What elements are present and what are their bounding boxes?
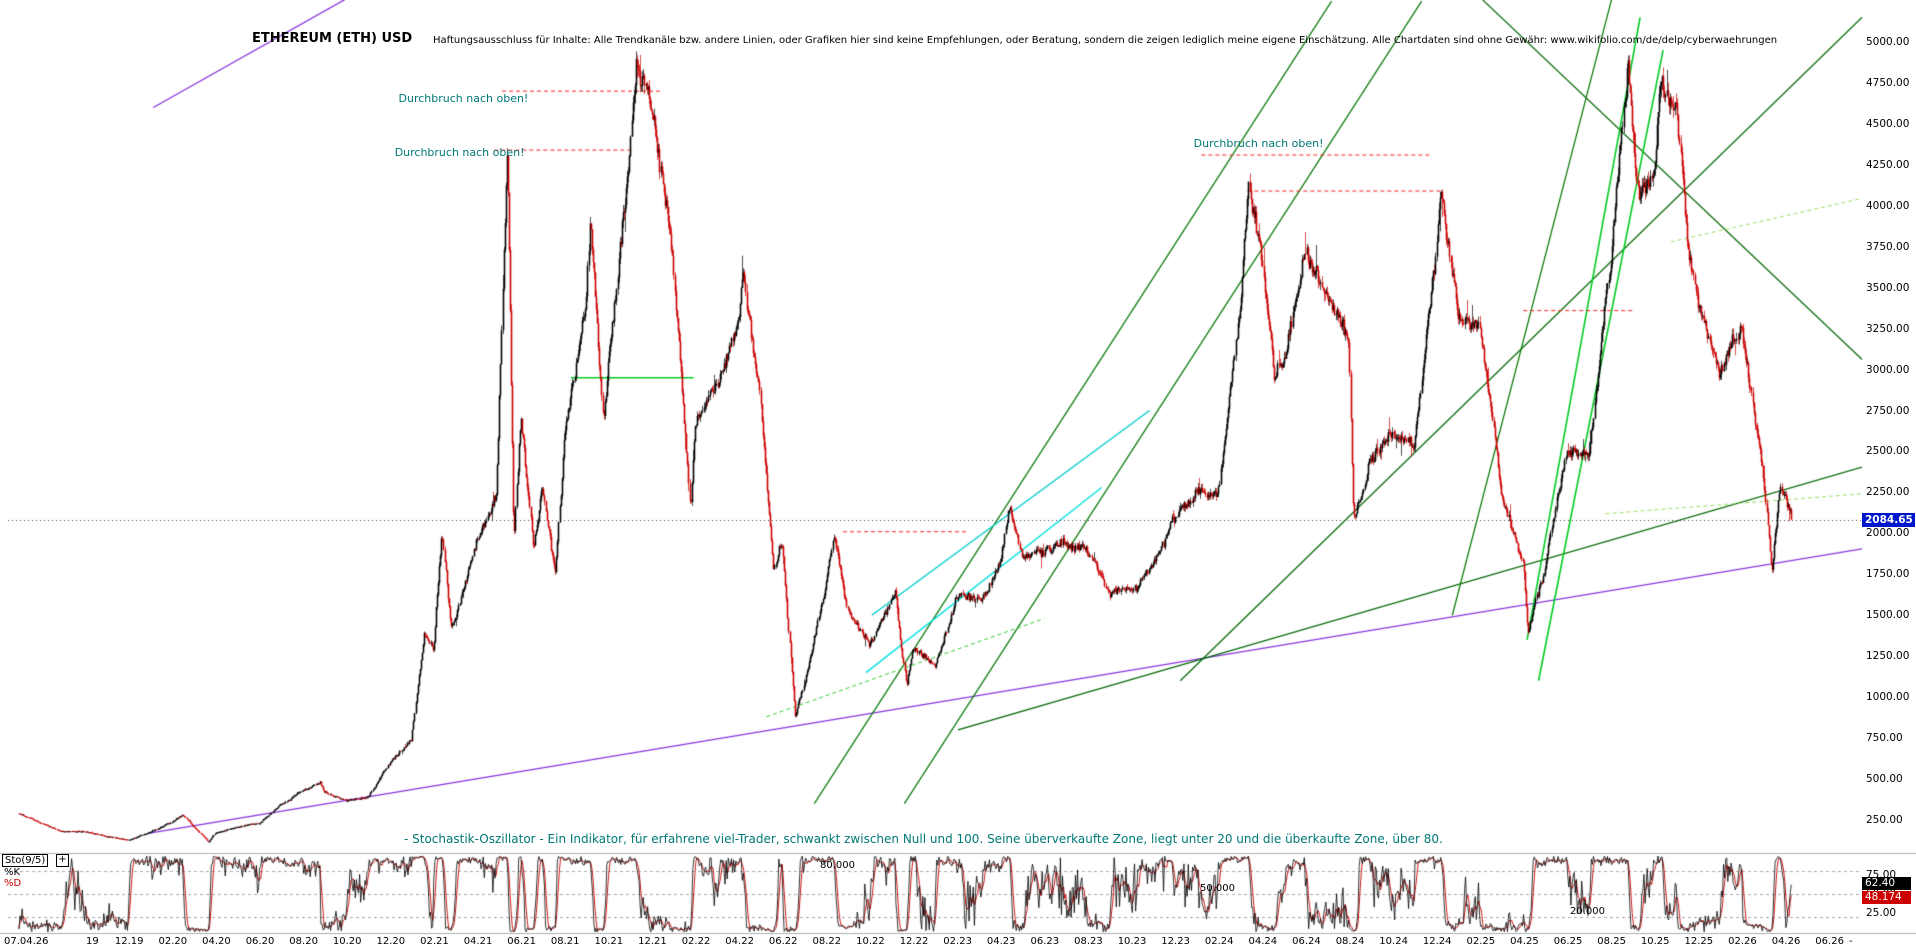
- time-axis-label: 04.22: [725, 936, 754, 947]
- stochastic-axis-label: 25.00: [1866, 907, 1897, 919]
- price-axis-label: 4000.00: [1866, 199, 1910, 212]
- price-axis-label: 2500.00: [1866, 445, 1910, 458]
- time-axis-label: 10.20: [332, 936, 362, 947]
- stochastic-indicator-label[interactable]: Sto(9/5): [2, 854, 49, 867]
- chart-title: ETHEREUM (ETH) USD: [252, 31, 413, 46]
- time-axis-label: 02.24: [1204, 936, 1234, 947]
- stochastic-d-value: 48.174: [1862, 891, 1911, 904]
- time-axis-label: 12.22: [899, 936, 929, 947]
- price-axis-label: 750.00: [1866, 732, 1903, 745]
- time-axis-label: 12.23: [1161, 936, 1190, 947]
- time-axis-label: 02.25: [1466, 936, 1496, 947]
- stochastic-zone-label: 80.000: [820, 860, 855, 872]
- time-axis-label: 04.24: [1248, 936, 1278, 947]
- time-axis-label: 12.25: [1684, 936, 1714, 947]
- price-axis-label: 2250.00: [1866, 486, 1910, 499]
- price-axis-label: 2750.00: [1866, 404, 1910, 417]
- time-axis-label: 10.24: [1379, 936, 1408, 947]
- time-axis-label: 08.24: [1335, 936, 1365, 947]
- time-axis-label: 04.23: [986, 936, 1016, 947]
- price-axis-label: 1500.00: [1866, 609, 1910, 622]
- price-axis-label: 250.00: [1866, 814, 1903, 826]
- price-axis-label: 3250.00: [1866, 322, 1910, 335]
- stochastic-d-label: %D: [4, 878, 22, 889]
- time-axis-label: 08.23: [1074, 936, 1103, 947]
- time-axis-label: 02.20: [158, 936, 188, 947]
- time-axis-label: 04.25: [1510, 936, 1539, 947]
- time-axis-label: 02.21: [420, 936, 449, 947]
- time-axis-label: 10.23: [1117, 936, 1147, 947]
- time-axis-label: 06.23: [1030, 936, 1060, 947]
- stochastic-settings-plus-icon[interactable]: +: [56, 854, 69, 867]
- breakout-annotation: Durchbruch nach oben!: [398, 92, 529, 106]
- time-axis-label: 08.22: [812, 936, 842, 947]
- time-axis-label: 06.26: [1815, 936, 1844, 947]
- stochastic-k-label: %K: [4, 867, 21, 878]
- stochastic-zone-label: 50.000: [1200, 883, 1235, 894]
- disclaimer-text: Haftungsausschluss für Inhalte: Alle Tre…: [433, 35, 1778, 46]
- stochastic-k-value: 62.40: [1862, 877, 1911, 890]
- time-axis-end-label: -: [1849, 936, 1853, 947]
- time-axis-label: 06.20: [245, 936, 275, 947]
- time-axis-label: 08.20: [289, 936, 318, 947]
- time-axis-label: 10.25: [1640, 936, 1670, 947]
- price-axis-label: 4750.00: [1866, 76, 1910, 89]
- current-price-label: 2084.65: [1862, 512, 1915, 527]
- stochastic-zone-label: 20.000: [1570, 905, 1605, 917]
- time-axis-label: 06.22: [768, 936, 798, 947]
- time-axis-label: 12.20: [376, 936, 406, 947]
- time-axis-label: 04.20: [202, 936, 231, 947]
- time-axis-label: 08.21: [550, 936, 580, 947]
- time-axis-label: 02.26: [1728, 936, 1757, 947]
- stochastic-description: - Stochastik-Oszillator - Ein Indikator,…: [404, 832, 1443, 846]
- price-axis-label: 1000.00: [1866, 691, 1910, 704]
- breakout-annotation: Durchbruch nach oben!: [1193, 136, 1324, 150]
- price-axis-label: 2000.00: [1866, 527, 1910, 540]
- price-axis-label: 500.00: [1866, 773, 1903, 786]
- time-axis-label: 12.21: [638, 936, 667, 947]
- price-axis-label: 3500.00: [1866, 281, 1910, 294]
- price-axis-label: 4500.00: [1866, 117, 1910, 130]
- price-axis-label: 1250.00: [1866, 650, 1910, 663]
- time-axis-start-date: 07.04.26: [4, 936, 49, 947]
- breakout-annotation: Durchbruch nach oben!: [394, 146, 525, 160]
- time-axis-year-label: 19: [86, 936, 99, 947]
- time-axis-label: 06.25: [1553, 936, 1583, 947]
- time-axis-label: 08.25: [1597, 936, 1626, 947]
- time-axis-label: 10.21: [594, 936, 624, 947]
- price-axis-label: 3750.00: [1866, 240, 1910, 253]
- time-axis-label: 10.22: [856, 936, 885, 947]
- time-axis-label: 04.21: [463, 936, 493, 947]
- time-axis-label: 02.23: [943, 936, 972, 947]
- time-axis-label: 12.24: [1422, 936, 1452, 947]
- price-axis-label: 5000.00: [1866, 36, 1910, 48]
- time-axis-label: 12.19: [114, 936, 144, 947]
- price-axis-label: 3000.00: [1866, 363, 1910, 376]
- time-axis-label: 06.24: [1292, 936, 1321, 947]
- time-axis-label: 06.21: [507, 936, 536, 947]
- price-axis-label: 1750.00: [1866, 568, 1910, 581]
- time-axis-label: 04.26: [1771, 936, 1801, 947]
- time-axis-label: 02.22: [681, 936, 711, 947]
- price-axis-label: 4250.00: [1866, 158, 1910, 171]
